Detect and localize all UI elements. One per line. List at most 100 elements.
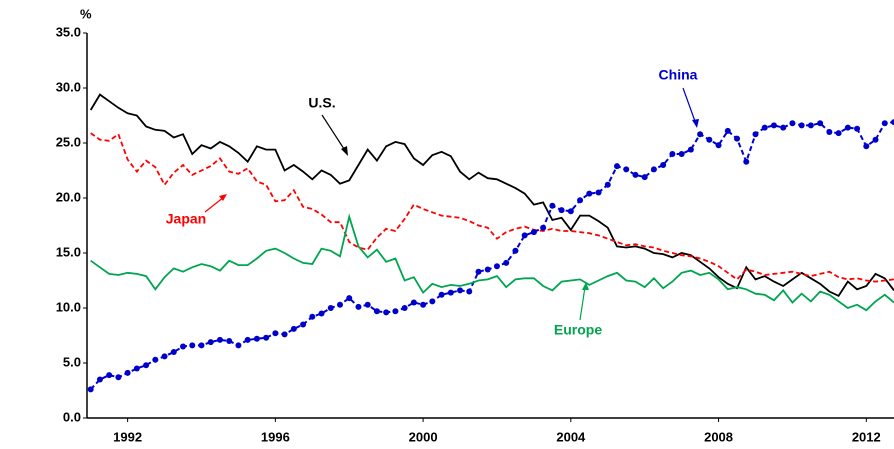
y-tick-label: 0.0: [63, 409, 81, 424]
point: [752, 131, 759, 138]
point: [780, 124, 787, 131]
point: [817, 120, 824, 127]
point: [632, 171, 639, 178]
point: [789, 120, 796, 127]
point: [484, 266, 491, 273]
point: [133, 365, 140, 372]
point: [872, 136, 879, 143]
point: [854, 125, 861, 132]
point: [743, 158, 750, 165]
series-label: China: [659, 67, 698, 83]
series-line: [89, 121, 894, 391]
point: [346, 295, 353, 302]
point: [613, 163, 620, 170]
point: [641, 174, 648, 181]
arrow: [579, 286, 586, 321]
point: [826, 129, 833, 135]
point: [373, 308, 380, 315]
point: [290, 325, 297, 332]
point: [503, 259, 510, 266]
point: [263, 334, 270, 341]
y-tick-label: 5.0: [63, 354, 81, 369]
point: [715, 142, 722, 149]
point: [798, 122, 805, 129]
arrow-head: [219, 194, 227, 201]
point: [734, 135, 741, 142]
series-line: [89, 93, 894, 298]
point: [835, 130, 842, 137]
point: [318, 310, 325, 317]
point: [577, 197, 584, 204]
y-tick-label: 30.0: [56, 79, 81, 94]
point: [466, 288, 473, 295]
point: [761, 124, 768, 131]
y-tick-label: 35.0: [56, 24, 81, 39]
point: [687, 146, 694, 153]
point: [87, 386, 94, 393]
point: [226, 338, 233, 344]
point: [438, 291, 445, 298]
point: [216, 336, 223, 343]
y-tick-label: 10.0: [56, 299, 81, 314]
point: [863, 143, 870, 150]
point: [623, 166, 630, 173]
point: [512, 247, 519, 254]
point: [549, 202, 556, 209]
point: [447, 289, 454, 296]
point: [170, 349, 177, 355]
point: [567, 208, 574, 215]
y-tick-label: 15.0: [56, 244, 81, 259]
point: [429, 298, 436, 305]
point: [336, 301, 343, 308]
point: [493, 263, 500, 270]
point: [807, 122, 814, 129]
point: [143, 362, 150, 369]
arrow: [321, 114, 347, 153]
arrow-head: [341, 146, 348, 156]
point: [401, 305, 408, 311]
arrow: [204, 196, 225, 213]
point: [770, 122, 777, 129]
x-tick-label: 2012: [852, 429, 881, 444]
point: [844, 124, 851, 131]
point: [706, 136, 713, 143]
point: [309, 313, 316, 320]
point: [650, 166, 657, 173]
arrow-head: [692, 119, 699, 128]
point: [272, 330, 279, 337]
point: [604, 181, 611, 188]
series-line: [90, 132, 894, 283]
x-tick-label: 2000: [409, 429, 438, 444]
point: [364, 301, 371, 308]
point: [457, 287, 464, 294]
point: [189, 342, 196, 349]
point: [96, 376, 103, 383]
point: [383, 309, 390, 316]
point: [281, 331, 288, 338]
y-axis-label: %: [80, 6, 92, 21]
point: [106, 372, 113, 379]
point: [586, 190, 593, 197]
point: [355, 303, 362, 310]
point: [530, 229, 537, 236]
x-tick-label: 1996: [261, 429, 290, 444]
point: [115, 374, 122, 381]
point: [678, 151, 685, 157]
series-label: Europe: [554, 322, 602, 338]
y-tick-label: 20.0: [56, 189, 81, 204]
point: [244, 336, 251, 343]
point: [669, 151, 676, 157]
point: [253, 335, 260, 342]
series-line: [90, 213, 894, 312]
point: [881, 120, 888, 127]
annotation-arrows: [204, 87, 699, 321]
x-tick-label: 1992: [113, 429, 142, 444]
point: [327, 305, 334, 311]
point: [724, 127, 731, 134]
point: [891, 119, 894, 126]
point: [392, 308, 399, 315]
point: [697, 131, 704, 138]
arrow-head: [582, 282, 589, 290]
series-label: U.S.: [308, 95, 335, 111]
